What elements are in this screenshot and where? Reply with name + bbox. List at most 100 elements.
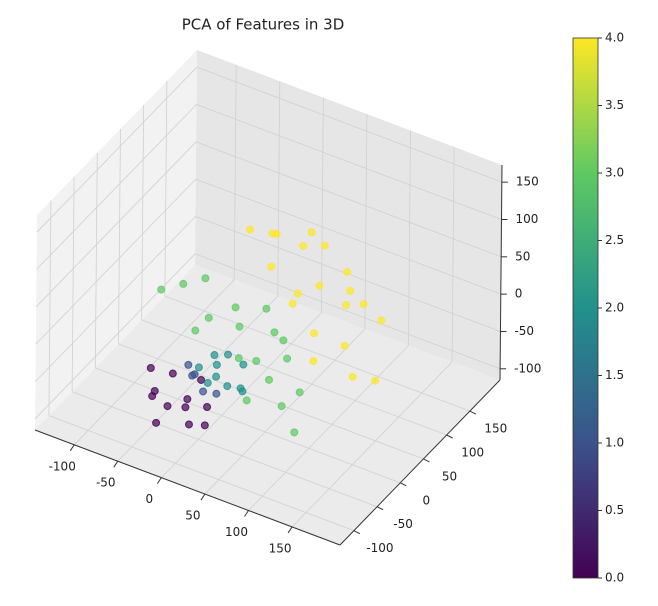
point [340,341,349,350]
point [270,328,279,337]
grid-line [35,141,197,308]
point [183,395,192,404]
grid-line [248,345,409,511]
tick-mark [244,510,249,517]
point [343,267,352,276]
x-tick-label: 0 [146,492,154,506]
point [203,402,212,411]
tick-mark [400,482,407,487]
point [310,329,319,338]
left-pane [35,50,197,430]
y-tick-label: 100 [461,446,484,460]
point [184,420,193,429]
z-tick-label: 0 [515,287,523,301]
chart-title: PCA of Features in 3D [182,16,345,34]
point [210,351,219,360]
x-tick-label: 150 [269,541,292,555]
point [238,387,247,396]
grid-line [195,178,501,295]
point [277,402,286,411]
floor-pane [35,265,500,545]
point [212,360,221,369]
point [371,376,380,385]
grid-line [320,97,324,313]
point [307,228,316,237]
point [157,285,166,294]
grid-line [35,216,196,382]
point [234,354,243,363]
colorbar-tick-label: 1.0 [605,436,624,450]
tick-mark [353,530,361,535]
tick-mark [287,526,293,534]
grid-line [196,66,502,183]
tick-mark [200,493,206,501]
y-tick-label: 150 [484,422,507,436]
point [290,428,299,437]
point [204,313,213,322]
x-axis [34,429,341,546]
point [239,360,248,369]
point [191,326,200,335]
grid-line [364,114,368,330]
grid-line [94,152,98,368]
point [309,356,318,365]
point [295,388,304,397]
point [201,274,210,283]
point [223,382,232,391]
point [267,262,276,271]
y-tick-label: -50 [393,517,413,531]
grid-line [48,415,355,532]
point [200,421,209,430]
z-tick-label: 50 [515,249,530,263]
z-tick-label: 150 [516,175,539,189]
point [223,350,232,359]
y-tick-label: -100 [366,541,393,555]
point [341,301,350,310]
tick-mark [113,460,119,468]
grid-line [204,328,366,495]
z-axis [499,164,503,381]
grid-line [71,176,75,392]
point [184,360,193,369]
point [346,286,355,295]
colorbar-tick-label: 1.5 [605,368,624,382]
colorbar-tick-label: 2.5 [605,233,624,247]
grid-line [35,178,197,345]
grid-line [36,66,198,233]
x-tick-label: -100 [49,459,76,473]
grid-line [196,141,502,258]
tick-mark [156,477,162,484]
y-axis [339,379,501,546]
colorbar-tick-label: 2.0 [605,301,624,315]
point [262,304,271,313]
point [197,375,206,384]
grid-line [277,81,281,297]
point [148,392,157,401]
y-tick-label: 0 [422,493,430,507]
point [146,364,155,373]
tick-mark [376,506,384,511]
grid-line [194,253,501,370]
point [199,387,208,396]
point [315,281,324,290]
point [179,279,188,288]
grid-line [141,104,145,321]
grid-line [48,200,52,416]
grid-line [118,128,121,344]
y-tick-label: 50 [442,469,457,483]
point [279,336,288,345]
grid-line [71,391,378,508]
grid-line [36,104,197,270]
point [293,289,302,298]
point [194,363,203,372]
z-tick-label: -100 [514,361,541,375]
point [268,229,277,238]
grid-line [164,295,470,412]
colorbar-tick-label: 4.0 [605,31,624,45]
point [163,402,172,411]
tick-mark [69,444,75,452]
grid-line [118,343,424,460]
grid-line [196,104,502,220]
colorbar [572,37,599,579]
x-tick-label: 50 [185,509,200,523]
